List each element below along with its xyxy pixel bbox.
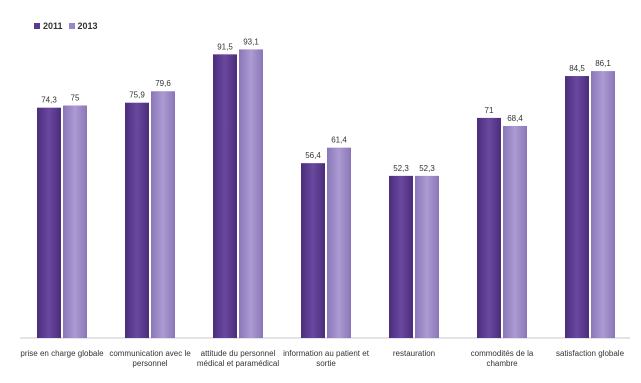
x-tick-label-5: commodités de la chambre (470, 349, 534, 368)
x-tick-label-2: attitude du personnel médical et paraméd… (196, 349, 280, 368)
legend-item-2013: 2013 (68, 21, 98, 31)
bar-2013-2 (239, 49, 263, 338)
bar-2011-4 (389, 175, 413, 338)
x-tick-label-4: restauration (392, 349, 436, 358)
bar-2013-6 (591, 71, 615, 338)
data-label-2013-2: 93,1 (243, 37, 259, 46)
data-label-2013-1: 79,6 (155, 79, 171, 88)
bar-2011-2 (213, 54, 237, 338)
bar-2013-5 (503, 125, 527, 339)
x-tick-label-0: prise en charge globale (20, 349, 104, 358)
bar-2013-4 (415, 175, 439, 338)
x-tick-label-3: information au patient et sortie (283, 349, 369, 368)
data-label-2011-4: 52,3 (393, 164, 409, 173)
bar-2013-1 (151, 91, 175, 339)
data-label-2013-3: 61,4 (331, 136, 347, 145)
legend: 2011 2013 (34, 21, 98, 31)
bar-2013-0 (63, 105, 87, 338)
data-label-2013-6: 86,1 (595, 59, 611, 68)
bar-2011-0 (37, 107, 61, 338)
data-label-2011-6: 84,5 (569, 64, 585, 73)
data-label-2011-3: 56,4 (305, 151, 321, 160)
legend-swatch-2013 (68, 23, 75, 29)
data-label-2011-1: 75,9 (129, 91, 145, 100)
legend-label-2011: 2011 (43, 21, 63, 31)
bar-2011-5 (477, 117, 501, 339)
bar-2011-1 (125, 102, 149, 339)
bar-2011-3 (301, 163, 325, 338)
data-label-2013-5: 68,4 (507, 114, 523, 123)
data-label-2013-0: 75 (71, 94, 80, 103)
data-label-2011-2: 91,5 (217, 42, 233, 51)
data-label-2013-4: 52,3 (419, 164, 435, 173)
bar-2013-3 (327, 147, 351, 338)
legend-swatch-2011 (34, 23, 40, 29)
legend-item-2011: 2011 (34, 21, 63, 31)
x-tick-label-1: communication avec le personnel (109, 349, 191, 368)
legend-label-2013: 2013 (77, 21, 98, 31)
data-label-2011-0: 74,3 (41, 96, 57, 105)
bar-2011-6 (565, 76, 589, 339)
x-tick-label-6: satisfaction globale (555, 349, 625, 358)
data-label-2011-5: 71 (485, 106, 494, 115)
